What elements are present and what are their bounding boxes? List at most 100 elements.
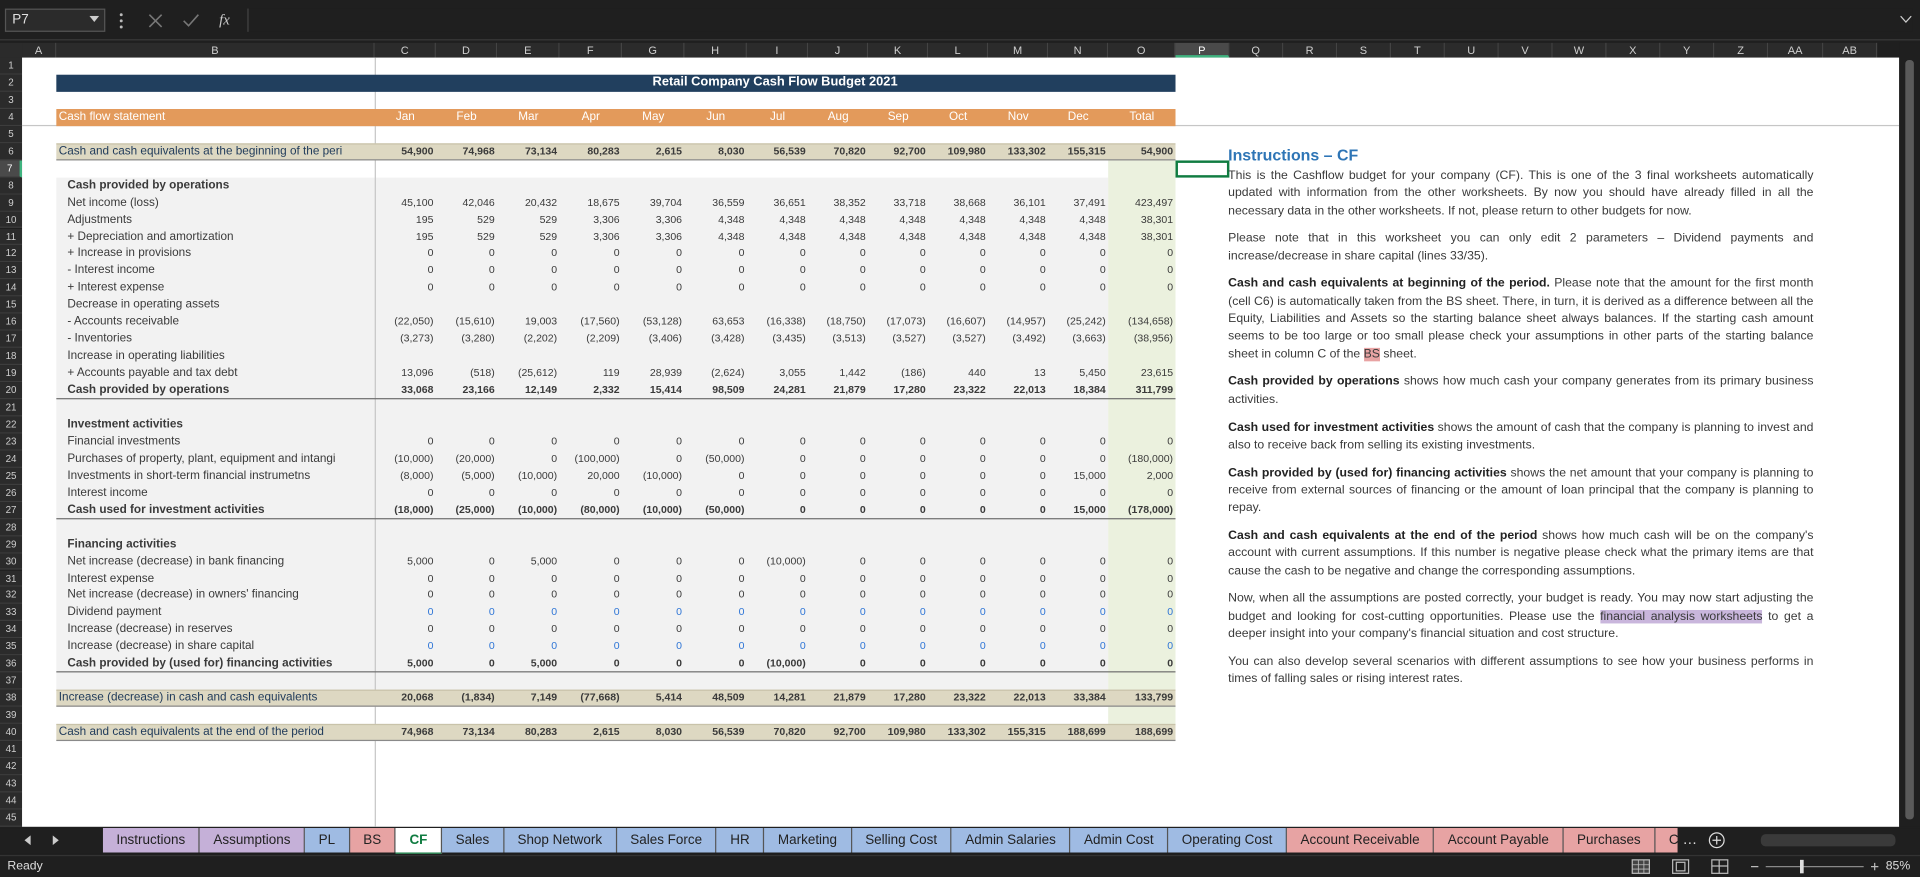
column-header[interactable]: S <box>1337 42 1392 58</box>
value-cell[interactable]: 0 <box>1039 434 1046 447</box>
value-cell[interactable]: 0 <box>859 246 866 259</box>
value-cell[interactable]: 0 <box>1039 451 1046 465</box>
value-cell[interactable]: 0 <box>1099 451 1106 465</box>
value-cell[interactable]: (3,428) <box>711 332 745 345</box>
value-cell[interactable]: 15,414 <box>649 383 683 396</box>
value-cell[interactable]: 8,030 <box>655 725 683 738</box>
row-header[interactable]: 40 <box>0 723 23 742</box>
value-cell[interactable]: 0 <box>919 280 926 294</box>
sheet-tab[interactable]: BS <box>349 828 396 853</box>
value-cell[interactable]: 80,283 <box>587 144 620 157</box>
value-cell[interactable]: 529 <box>539 229 558 242</box>
column-header[interactable]: Y <box>1660 42 1715 58</box>
row-header[interactable]: 20 <box>0 382 23 400</box>
column-header[interactable]: H <box>684 42 747 58</box>
value-cell[interactable]: (10,000) <box>642 468 683 482</box>
value-cell[interactable]: 0 <box>979 588 986 601</box>
value-cell[interactable]: 5,000 <box>530 656 558 670</box>
value-cell[interactable]: 0 <box>799 246 806 259</box>
value-cell[interactable]: 529 <box>477 229 495 242</box>
value-cell[interactable]: 70,820 <box>773 725 806 738</box>
more-tabs[interactable]: … <box>1682 830 1698 848</box>
value-cell[interactable]: 8,030 <box>718 144 745 157</box>
sheet-tab[interactable]: Purchases <box>1563 828 1656 853</box>
value-cell[interactable]: 0 <box>551 246 558 259</box>
value-cell[interactable]: 70,820 <box>833 144 866 157</box>
row-header[interactable]: 43 <box>0 775 23 793</box>
value-cell[interactable]: (16,338) <box>766 315 806 328</box>
sheet-tab[interactable]: Admin Salaries <box>951 828 1071 853</box>
row-header[interactable]: 41 <box>0 741 23 759</box>
value-cell[interactable]: 17,280 <box>893 690 926 704</box>
value-cell[interactable]: 0 <box>738 588 745 601</box>
tab-scroll-left[interactable] <box>24 835 31 846</box>
row-header[interactable]: 10 <box>0 211 23 229</box>
value-cell[interactable]: 0 <box>551 622 558 635</box>
value-cell[interactable]: 0 <box>613 639 620 652</box>
value-cell[interactable]: 0 <box>551 451 558 465</box>
row-header[interactable]: 33 <box>0 604 23 622</box>
row-header[interactable]: 7 <box>0 160 23 178</box>
value-cell[interactable]: 109,980 <box>947 144 986 157</box>
sheet-tab[interactable]: Admin Cost <box>1070 828 1169 853</box>
value-cell[interactable]: 0 <box>979 451 986 465</box>
value-cell[interactable]: 0 <box>427 246 434 259</box>
value-cell[interactable]: 0 <box>859 451 866 465</box>
value-cell[interactable]: 0 <box>1039 503 1046 516</box>
value-cell[interactable]: 0 <box>613 434 620 447</box>
column-header[interactable]: Q <box>1229 42 1284 58</box>
value-cell[interactable]: 0 <box>799 588 806 601</box>
zoom-slider[interactable] <box>1749 859 1884 875</box>
value-cell[interactable]: 0 <box>738 571 745 584</box>
value-cell[interactable]: 0 <box>859 622 866 635</box>
value-cell[interactable]: 0 <box>738 656 745 670</box>
formula-input[interactable] <box>247 8 1913 32</box>
value-cell[interactable]: 20,432 <box>524 195 558 208</box>
value-cell[interactable]: 33,718 <box>893 195 926 208</box>
value-cell[interactable]: 0 <box>1039 263 1046 277</box>
value-cell[interactable]: 5,000 <box>407 656 434 670</box>
value-cell[interactable]: 39,704 <box>649 195 683 208</box>
value-cell[interactable]: 54,900 <box>401 144 434 157</box>
value-cell[interactable]: (18,750) <box>826 315 866 328</box>
value-cell[interactable]: (10,000) <box>517 468 558 482</box>
value-cell[interactable]: 23,615 <box>1140 366 1174 379</box>
value-cell[interactable]: 0 <box>738 639 745 652</box>
column-header[interactable]: E <box>497 42 560 58</box>
value-cell[interactable]: 0 <box>859 468 866 482</box>
row-header[interactable]: 26 <box>0 484 23 502</box>
horizontal-scrollbar[interactable] <box>1760 834 1896 847</box>
value-cell[interactable]: 74,968 <box>462 144 495 157</box>
value-cell[interactable]: 0 <box>676 451 683 465</box>
value-cell[interactable]: (10,000) <box>517 503 558 516</box>
value-cell[interactable]: 0 <box>919 451 926 465</box>
value-cell[interactable]: 33,068 <box>401 383 434 396</box>
value-cell[interactable]: 0 <box>613 280 620 294</box>
value-cell[interactable]: 42,046 <box>462 195 495 208</box>
value-cell[interactable]: 0 <box>1039 622 1046 635</box>
scroll-thumb[interactable] <box>1905 60 1914 820</box>
value-cell[interactable]: 5,000 <box>407 554 434 567</box>
value-cell[interactable]: 12,149 <box>524 383 558 396</box>
row-header[interactable]: 3 <box>0 91 23 109</box>
value-cell[interactable]: 33,384 <box>1073 690 1106 704</box>
value-cell[interactable]: 0 <box>919 468 926 482</box>
value-cell[interactable]: 4,348 <box>959 229 986 242</box>
value-cell[interactable]: 0 <box>1167 656 1174 670</box>
value-cell[interactable]: 0 <box>488 571 495 584</box>
column-header[interactable]: R <box>1283 42 1338 58</box>
value-cell[interactable]: (100,000) <box>574 451 620 465</box>
column-header[interactable]: X <box>1606 42 1661 58</box>
value-cell[interactable]: 18,384 <box>1073 383 1106 396</box>
tab-scroll-right[interactable] <box>52 835 60 846</box>
value-cell[interactable]: 4,348 <box>1019 229 1046 242</box>
value-cell[interactable]: (3,435) <box>772 332 806 345</box>
value-cell[interactable]: 0 <box>919 263 926 277</box>
value-cell[interactable]: 0 <box>1039 280 1046 294</box>
value-cell[interactable]: 0 <box>1039 656 1046 670</box>
value-cell[interactable]: 63,653 <box>712 315 745 328</box>
value-cell[interactable]: (17,560) <box>580 315 620 328</box>
sheet-tab[interactable]: Shop Network <box>503 828 617 853</box>
value-cell[interactable]: 21,879 <box>833 383 866 396</box>
value-cell[interactable]: 20,000 <box>587 468 620 482</box>
